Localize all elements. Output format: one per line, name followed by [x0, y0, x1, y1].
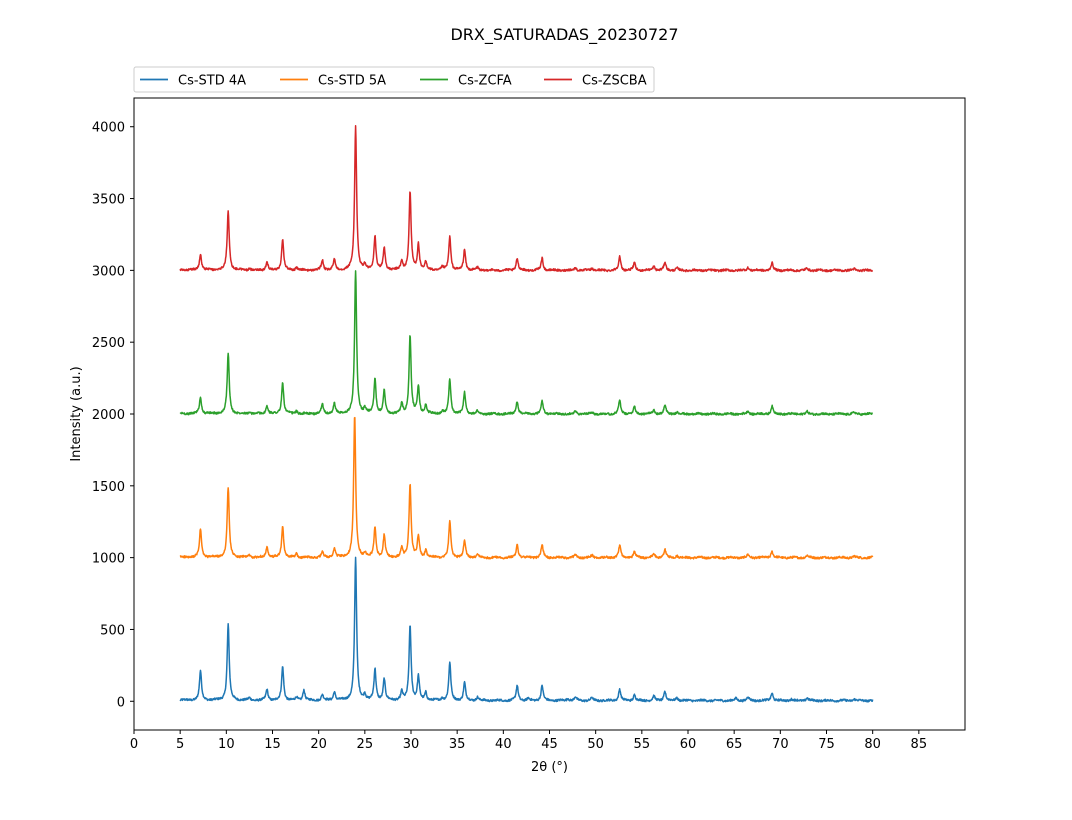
x-tick-label-30: 30 [403, 737, 420, 752]
x-tick-label-15: 15 [264, 737, 281, 752]
legend-label-cs-std-4a: Cs-STD 4A [178, 74, 246, 89]
x-tick-label-50: 50 [587, 737, 604, 752]
legend-label-cs-zcfa: Cs-ZCFA [458, 74, 512, 89]
x-tick-label-60: 60 [680, 737, 697, 752]
y-tick-label-1000: 1000 [92, 552, 125, 567]
x-tick-label-75: 75 [818, 737, 835, 752]
x-tick-label-25: 25 [357, 737, 374, 752]
x-tick-label-45: 45 [541, 737, 558, 752]
legend-label-cs-zscba: Cs-ZSCBA [582, 74, 647, 89]
y-tick-label-0: 0 [117, 695, 125, 710]
x-tick-label-55: 55 [634, 737, 651, 752]
x-tick-label-10: 10 [218, 737, 235, 752]
x-tick-label-5: 5 [176, 737, 184, 752]
legend-box [133, 66, 655, 93]
x-tick-label-65: 65 [726, 737, 743, 752]
x-tick-label-70: 70 [772, 737, 789, 752]
x-tick-label-35: 35 [449, 737, 466, 752]
series-line-cs-std-5a [179, 416, 874, 560]
y-tick-label-2000: 2000 [92, 408, 125, 423]
chart-title: DRX_SATURADAS_20230727 [450, 25, 678, 45]
y-tick-label-3500: 3500 [92, 193, 125, 208]
y-axis-label: Intensity (a.u.) [69, 366, 84, 461]
axes: 0 5 10 15 20 25 30 35 40 45 50 55 60 65 70 75 80 85 0 500 10… [92, 97, 966, 752]
x-tick-label-20: 20 [310, 737, 327, 752]
x-tick-label-80: 80 [864, 737, 881, 752]
x-axis-label: 2θ (°) [531, 760, 568, 775]
legend: Cs-STD 4A Cs-STD 5A Cs-ZCFA Cs-ZSCBA [133, 66, 655, 93]
series-line-cs-zcfa [179, 270, 874, 417]
x-tick-label-0: 0 [130, 737, 138, 752]
y-tick-label-3000: 3000 [92, 264, 125, 279]
y-tick-label-2500: 2500 [92, 336, 125, 351]
x-tick-label-40: 40 [495, 737, 512, 752]
series-line-cs-std-4a [179, 556, 874, 703]
series-line-cs-zscba [179, 125, 874, 273]
x-tick-label-85: 85 [911, 737, 928, 752]
legend-label-cs-std-5a: Cs-STD 5A [318, 74, 386, 89]
y-tick-label-1500: 1500 [92, 480, 125, 495]
plot-area [179, 125, 874, 703]
y-tick-label-500: 500 [100, 623, 125, 638]
y-tick-label-4000: 4000 [92, 121, 125, 136]
